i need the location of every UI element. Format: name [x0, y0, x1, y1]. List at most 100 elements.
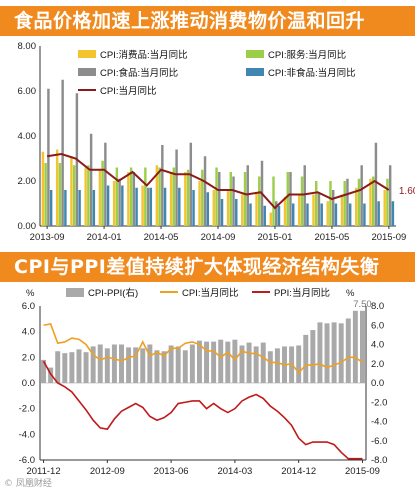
bar-nonfood — [121, 185, 124, 226]
left-tick-label: -2.0 — [19, 404, 35, 415]
left-tick-label: -6.0 — [19, 455, 35, 466]
bar-food — [388, 165, 392, 226]
left-tick-label: 2.0 — [22, 352, 35, 363]
x-tick-label: 2014-12 — [281, 466, 316, 477]
bar-nonfood — [306, 203, 309, 226]
bar-nonfood — [78, 190, 81, 226]
y-tick-label: 0.00 — [18, 221, 37, 232]
bar-cpi-ppi — [41, 359, 47, 383]
bar-food — [161, 145, 164, 226]
bar-food — [118, 178, 121, 226]
bar-cpi-ppi — [90, 346, 96, 383]
bar-cpi-ppi — [147, 344, 153, 383]
legend-swatch — [78, 68, 96, 76]
legend-label: CPI-PPI(右) — [88, 287, 138, 299]
bar-consumer — [70, 156, 73, 226]
x-tick-label: 2014-03 — [217, 466, 252, 477]
bar-consumer — [241, 194, 244, 226]
bar-cpi-ppi — [111, 344, 117, 383]
bar-cpi-ppi — [189, 344, 195, 383]
bar-cpi-ppi — [97, 344, 103, 383]
bar-service — [158, 167, 161, 226]
bar-consumer — [226, 190, 230, 226]
last-value-label: 7.50 — [353, 299, 372, 310]
bar-cpi-ppi — [246, 342, 252, 383]
bar-consumer — [98, 169, 102, 226]
bar-consumer — [326, 201, 329, 226]
x-tick-label: 2013-09 — [30, 232, 65, 243]
bar-food — [146, 187, 150, 226]
bar-nonfood — [64, 190, 67, 226]
bar-cpi-ppi — [218, 339, 224, 383]
left-tick-label: 4.0 — [22, 327, 35, 338]
bar-nonfood — [135, 187, 138, 226]
bar-service — [129, 167, 133, 226]
bar-consumer — [169, 172, 173, 226]
bar-service — [172, 167, 176, 226]
bar-nonfood — [235, 199, 238, 226]
y-tick-label: 8.00 — [18, 41, 37, 52]
y-tick-label: 4.00 — [18, 131, 37, 142]
bar-food — [175, 149, 178, 226]
bar-consumer — [269, 212, 272, 226]
bar-nonfood — [92, 190, 96, 226]
x-tick-label: 2015-09 — [371, 232, 406, 243]
bar-nonfood — [348, 203, 352, 226]
bar-food — [189, 142, 193, 226]
bar-service — [58, 163, 62, 226]
bar-service — [315, 181, 318, 226]
bar-cpi-ppi — [296, 345, 302, 383]
bar-service — [44, 163, 47, 226]
x-tick-label: 2013-06 — [154, 466, 189, 477]
left-tick-label: -4.0 — [19, 429, 35, 440]
bar-service — [286, 172, 289, 226]
bar-nonfood — [363, 203, 366, 226]
bar-cpi-ppi — [119, 344, 124, 383]
legend-label: CPI:食品:当月同比 — [100, 67, 178, 79]
bar-service — [186, 169, 190, 226]
bar-food — [232, 176, 235, 226]
x-tick-label: 2015-05 — [314, 232, 349, 243]
bar-food — [317, 192, 321, 226]
bar-consumer — [155, 165, 159, 226]
bar-cpi-ppi — [345, 318, 351, 383]
bar-cpi-ppi — [126, 347, 132, 383]
bar-service — [87, 165, 90, 226]
bar-food — [218, 172, 221, 226]
bar-nonfood — [320, 203, 323, 226]
right-tick-label: -4.0 — [371, 417, 387, 428]
x-tick-label: 2012-09 — [90, 466, 125, 477]
left-tick-label: 6.0 — [22, 301, 35, 312]
left-tick-label: 0.0 — [22, 378, 35, 389]
bar-service — [386, 178, 389, 226]
bar-service — [144, 167, 147, 226]
bar-food — [132, 172, 136, 226]
legend-swatch — [78, 50, 96, 58]
x-tick-label: 2014-01 — [87, 232, 122, 243]
right-unit: % — [346, 288, 355, 299]
bar-service — [371, 176, 375, 226]
bar-consumer — [55, 149, 59, 226]
bar-consumer — [298, 194, 301, 226]
bar-cpi-ppi — [225, 341, 231, 383]
bar-food — [203, 156, 207, 226]
bar-food — [289, 172, 292, 226]
bar-service — [258, 176, 261, 226]
bar-cpi-ppi — [310, 330, 316, 383]
bar-cpi-ppi — [133, 347, 139, 383]
bar-cpi-ppi — [62, 353, 68, 383]
bar-cpi-ppi — [331, 322, 337, 383]
bar-consumer — [41, 151, 45, 226]
bar-consumer — [369, 178, 372, 226]
bar-service — [243, 172, 247, 226]
bar-service — [229, 172, 233, 226]
bar-service — [115, 167, 119, 226]
bar-nonfood — [292, 203, 295, 226]
bar-nonfood — [391, 201, 395, 226]
bar-food — [303, 165, 306, 226]
x-tick-label: 2014-09 — [201, 232, 236, 243]
bar-food — [246, 165, 249, 226]
chart2-title-banner: CPI与PPI差值持续扩大体现经济结构失衡 — [0, 252, 415, 282]
bar-consumer — [141, 185, 144, 226]
y-tick-label: 2.00 — [18, 176, 37, 187]
